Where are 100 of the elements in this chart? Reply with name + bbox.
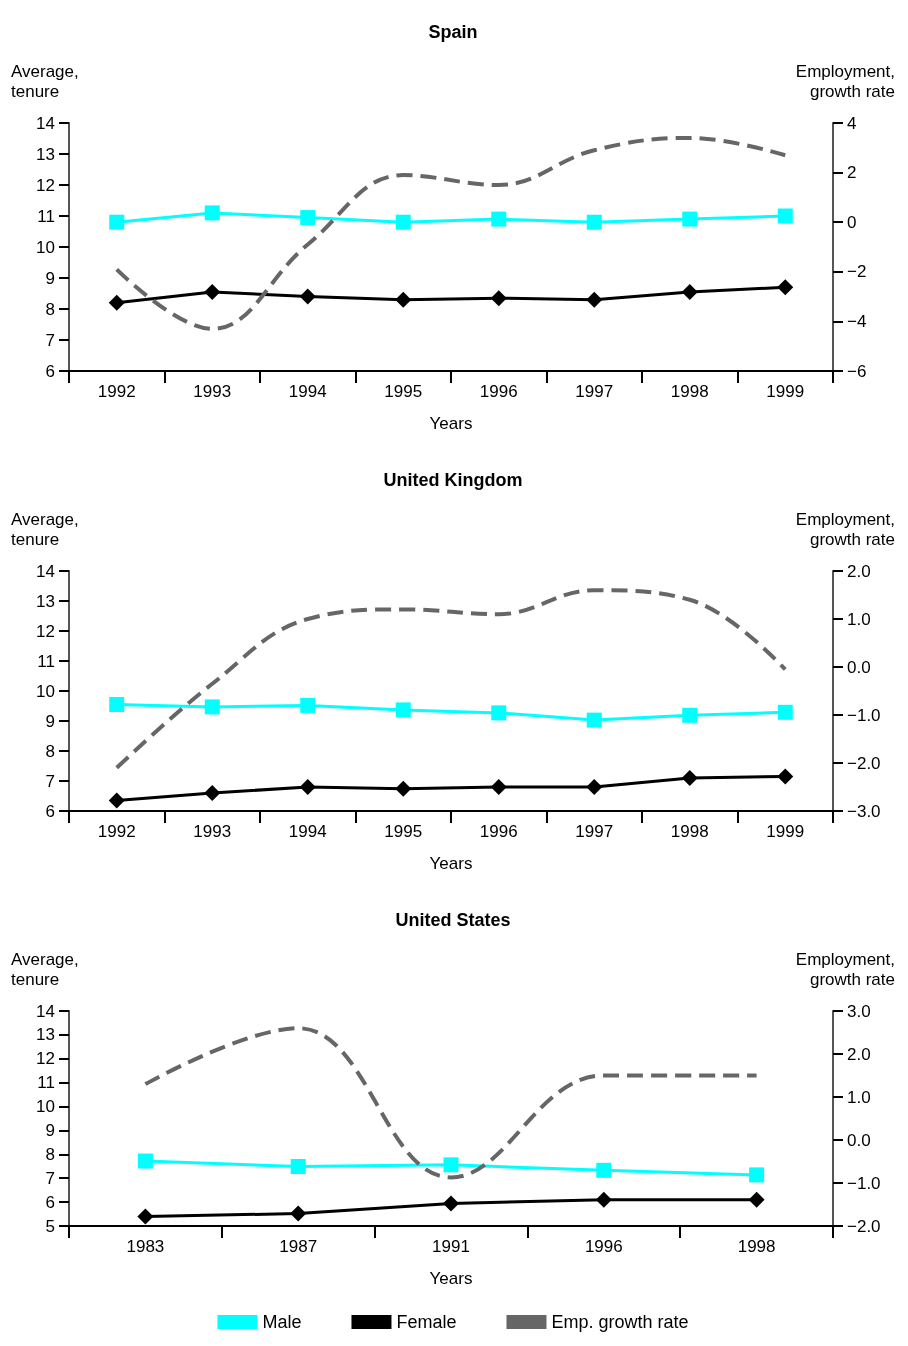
- y-tick-label: 9: [45, 268, 55, 288]
- point: [596, 1162, 612, 1178]
- x-tick-label: 1993: [193, 382, 232, 401]
- point: [748, 1191, 765, 1208]
- y2-tick-label: −1.0: [847, 705, 881, 725]
- y2-tick-label: 0.0: [847, 657, 871, 677]
- y2-axis-title: Employment, growth rate: [795, 509, 895, 549]
- x-tick-label: 1992: [97, 822, 136, 841]
- chart-title: Spain: [428, 22, 478, 42]
- x-tick-label: 1998: [670, 382, 709, 401]
- x-tick-label: 1996: [479, 382, 518, 401]
- legend-label: Male: [262, 1312, 302, 1332]
- point: [777, 768, 794, 785]
- point: [395, 702, 411, 718]
- point: [490, 290, 507, 307]
- y-tick-label: 5: [45, 1216, 55, 1236]
- y2-tick-label: 2.0: [847, 561, 871, 581]
- y-tick-label: 7: [45, 330, 55, 350]
- y-tick-label: 14: [36, 1001, 55, 1021]
- point: [586, 779, 603, 795]
- y2-tick-label: −6: [847, 361, 867, 381]
- y-axis-title: Average, tenure: [11, 61, 79, 101]
- y2-tick-label: 3.0: [847, 1001, 871, 1021]
- point: [290, 1205, 307, 1222]
- y-tick-label: 11: [37, 651, 55, 671]
- x-tick-label: 1995: [384, 382, 423, 401]
- y-tick-label: 14: [36, 113, 55, 133]
- x-tick-label: 1998: [737, 1237, 776, 1256]
- x-tick-label: 1991: [432, 1237, 470, 1256]
- point: [681, 283, 698, 300]
- point: [749, 1167, 765, 1183]
- y-tick-label: 8: [45, 299, 55, 319]
- point: [682, 707, 698, 723]
- point: [595, 1191, 612, 1208]
- point: [586, 291, 603, 308]
- y-tick-label: 6: [45, 801, 55, 821]
- x-axis-title: Years: [429, 1269, 473, 1288]
- y-axis-title: Average, tenure: [11, 509, 79, 549]
- x-tick-label: 1992: [97, 382, 136, 401]
- chart-title: United States: [395, 910, 511, 930]
- y-tick-label: 12: [36, 175, 55, 195]
- y-tick-label: 7: [45, 771, 55, 791]
- y2-tick-label: −2: [847, 262, 867, 282]
- point: [300, 210, 316, 226]
- line-series: [114, 135, 788, 331]
- y-tick-label: 10: [36, 681, 55, 701]
- y2-tick-label: 2: [847, 163, 857, 183]
- x-tick-label: 1995: [384, 822, 423, 841]
- point: [300, 697, 316, 713]
- y2-tick-label: 1.0: [847, 1087, 871, 1107]
- x-tick-label: 1994: [288, 822, 327, 841]
- point: [586, 712, 602, 728]
- y-tick-label: 7: [45, 1168, 55, 1188]
- y-tick-label: 12: [36, 1049, 55, 1069]
- legend-label: Female: [396, 1312, 457, 1332]
- point: [204, 283, 221, 300]
- y-axis-title: Average, tenure: [11, 949, 79, 989]
- point: [204, 699, 220, 715]
- y2-tick-label: −1.0: [847, 1173, 881, 1193]
- point: [204, 785, 221, 801]
- x-tick-label: 1997: [575, 822, 614, 841]
- y2-tick-label: 0: [847, 212, 857, 232]
- y2-tick-label: 0.0: [847, 1130, 871, 1150]
- y-tick-label: 10: [36, 237, 55, 257]
- x-tick-label: 1997: [575, 382, 614, 401]
- x-tick-label: 1994: [288, 382, 327, 401]
- point: [395, 291, 412, 308]
- point: [777, 208, 793, 224]
- point: [443, 1195, 459, 1212]
- point: [395, 780, 412, 797]
- point: [491, 705, 507, 721]
- point: [682, 211, 698, 227]
- x-tick-label: 1996: [584, 1237, 623, 1256]
- point: [586, 214, 602, 230]
- y2-tick-label: 2.0: [847, 1044, 871, 1064]
- y2-tick-label: −3.0: [847, 801, 881, 821]
- x-axis-title: Years: [429, 414, 473, 433]
- x-tick-label: 1999: [766, 382, 805, 401]
- y-tick-label: 13: [36, 591, 55, 611]
- x-axis-title: Years: [429, 854, 473, 873]
- y2-axis-title: Employment, growth rate: [795, 949, 895, 989]
- y2-tick-label: −4: [847, 311, 867, 331]
- point: [290, 1159, 306, 1175]
- point: [137, 1208, 154, 1225]
- line-series: [143, 1026, 759, 1180]
- x-tick-label: 1999: [766, 822, 805, 841]
- y2-tick-label: −2.0: [847, 753, 881, 773]
- point: [299, 288, 316, 305]
- y-tick-label: 11: [37, 1073, 55, 1093]
- y-tick-label: 12: [36, 621, 55, 641]
- point: [395, 214, 411, 230]
- y-tick-label: 6: [45, 361, 55, 381]
- x-tick-label: 1993: [193, 822, 232, 841]
- y-tick-label: 8: [45, 741, 55, 761]
- point: [681, 770, 698, 786]
- x-tick-label: 1987: [279, 1237, 318, 1256]
- point: [777, 279, 794, 296]
- legend-label: Emp. growth rate: [551, 1312, 689, 1332]
- y-tick-label: 9: [45, 1120, 55, 1140]
- x-tick-label: 1983: [126, 1237, 165, 1256]
